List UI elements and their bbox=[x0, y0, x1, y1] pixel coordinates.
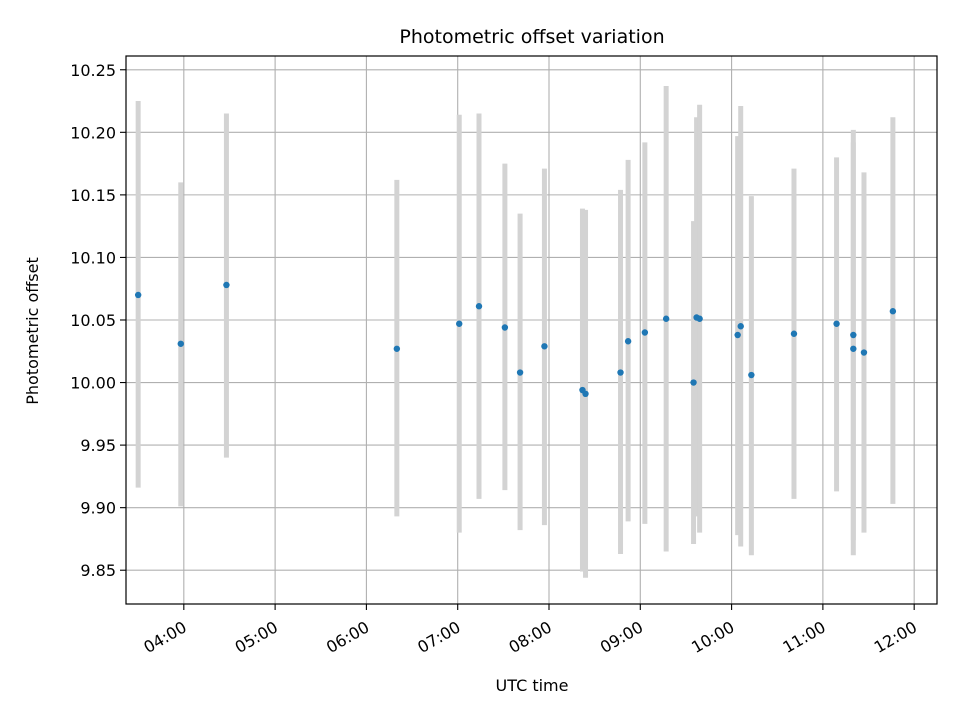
data-point bbox=[624, 338, 632, 345]
data-point bbox=[582, 390, 589, 398]
data-point bbox=[456, 320, 463, 327]
data-point bbox=[696, 315, 703, 322]
data-point bbox=[734, 331, 741, 339]
data-point bbox=[177, 340, 184, 347]
y-tick-label: 9.90 bbox=[80, 499, 116, 518]
data-point bbox=[833, 320, 840, 327]
y-tick-label: 10.15 bbox=[70, 186, 116, 205]
data-point bbox=[790, 330, 798, 337]
chart-title: Photometric offset variation bbox=[399, 26, 664, 48]
data-point bbox=[641, 329, 649, 336]
y-tick-label: 10.10 bbox=[70, 248, 116, 267]
data-point bbox=[475, 303, 483, 310]
plot-frame bbox=[125, 55, 938, 605]
x-axis-title: UTC time bbox=[496, 676, 569, 695]
data-point bbox=[748, 371, 755, 379]
data-point bbox=[860, 349, 868, 356]
data-point bbox=[541, 343, 548, 350]
grid bbox=[126, 56, 937, 604]
data-point bbox=[617, 369, 624, 376]
data-point bbox=[393, 345, 401, 352]
y-tick-label: 10.25 bbox=[70, 61, 116, 80]
data-points bbox=[134, 281, 897, 398]
y-tick-label: 9.95 bbox=[80, 436, 116, 455]
y-tick-label: 10.05 bbox=[70, 311, 116, 330]
data-point bbox=[889, 308, 897, 315]
y-tick-label: 9.85 bbox=[80, 561, 116, 580]
data-point bbox=[501, 324, 509, 331]
data-point bbox=[516, 369, 524, 376]
y-axis: 9.85 9.90 9.95 10.00 10.05 10.10 10.15 10.20 10.… bbox=[70, 61, 126, 580]
data-point bbox=[690, 379, 697, 386]
y-tick-label: 10.20 bbox=[70, 123, 116, 142]
data-point bbox=[737, 323, 744, 330]
data-point bbox=[223, 281, 230, 289]
data-point bbox=[850, 331, 857, 339]
data-point bbox=[850, 345, 857, 352]
y-tick-label: 10.00 bbox=[70, 374, 116, 393]
data-point bbox=[134, 291, 142, 299]
data-point bbox=[662, 315, 670, 322]
y-axis-title: Photometric offset bbox=[23, 257, 42, 405]
